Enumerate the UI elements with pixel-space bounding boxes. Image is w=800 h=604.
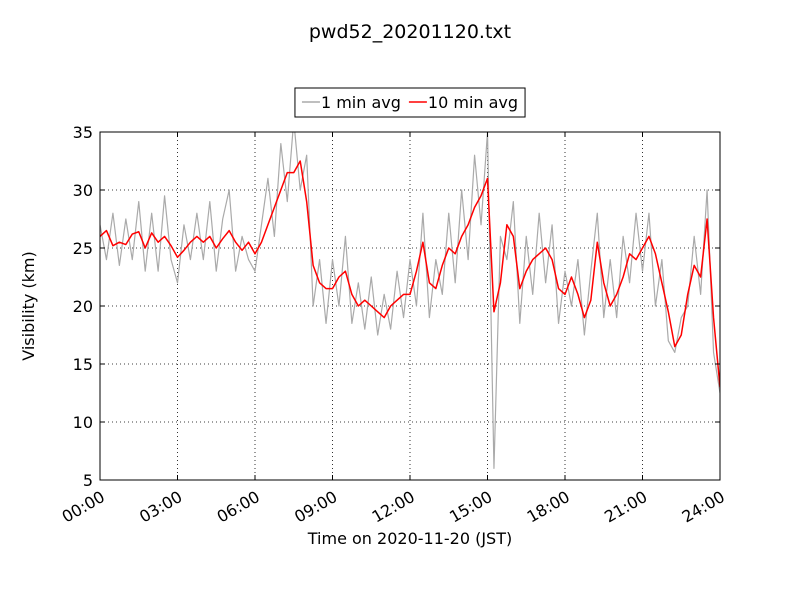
x-axis-label: Time on 2020-11-20 (JST) [307, 529, 512, 548]
y-tick-label: 15 [73, 355, 93, 374]
y-tick-label: 30 [73, 181, 93, 200]
plot-area [100, 132, 720, 469]
legend-label: 10 min avg [428, 93, 518, 112]
series-line [100, 160, 720, 388]
y-axis-label: Visibility (km) [19, 251, 38, 360]
legend-item: 10 min avg [408, 93, 518, 112]
chart-title: pwd52_20201120.txt [309, 21, 511, 43]
legend-item: 1 min avg [301, 93, 401, 112]
y-tick-label: 20 [73, 297, 93, 316]
series-line [100, 132, 720, 469]
y-tick-label: 35 [73, 123, 93, 142]
legend: 1 min avg 10 min avg [294, 87, 526, 118]
legend-label: 1 min avg [321, 93, 401, 112]
y-tick-label: 10 [73, 413, 93, 432]
y-tick-label: 5 [83, 471, 93, 490]
y-tick-label: 25 [73, 239, 93, 258]
